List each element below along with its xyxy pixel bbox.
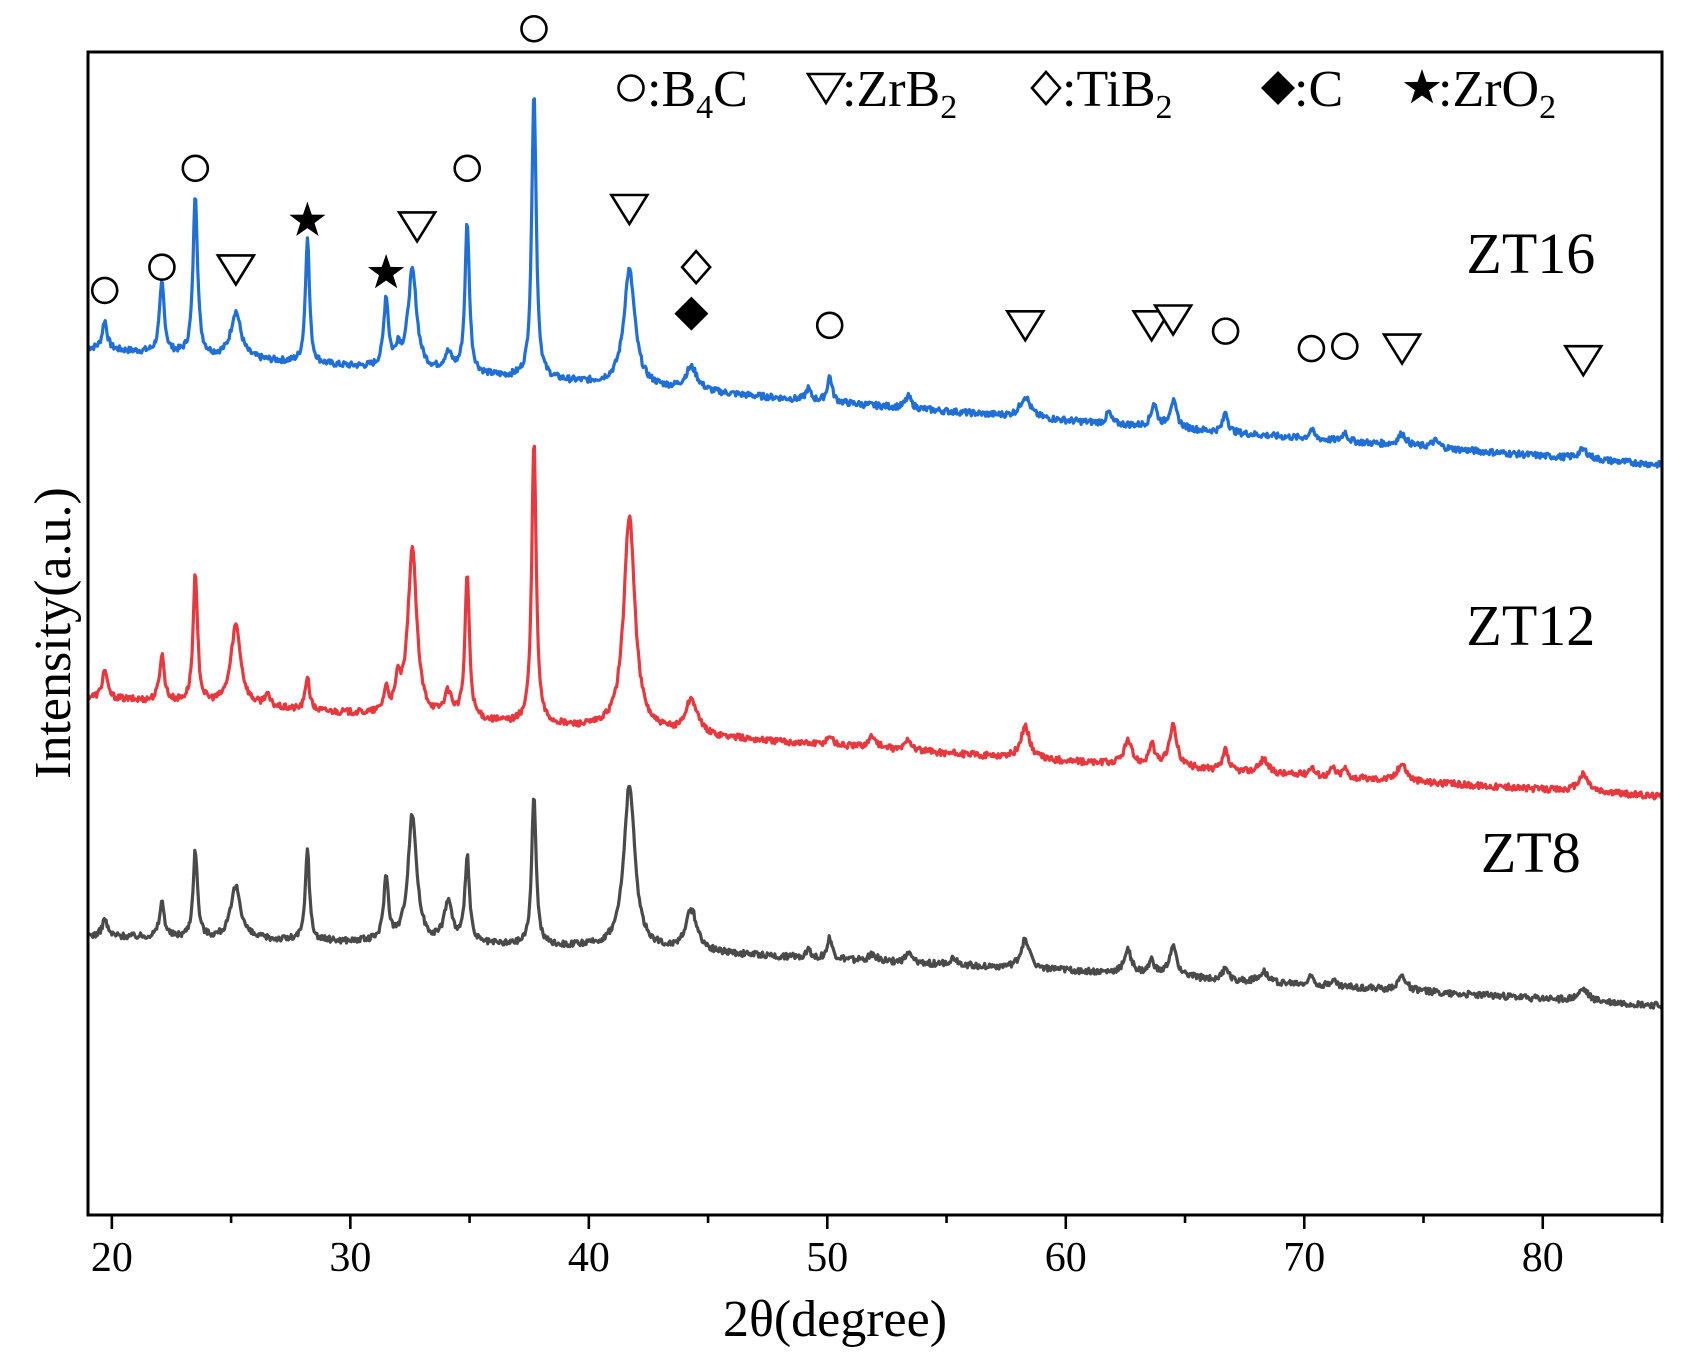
circle-peak-marker (520, 14, 548, 43)
legend-circle-icon (617, 74, 645, 102)
diamond-open-peak-marker (680, 249, 712, 286)
legend-entry-label: :ZrO2 (1438, 61, 1556, 126)
legend-entry-label: :TiB2 (1062, 61, 1173, 126)
sample-label-zt12: ZT12 (1466, 593, 1595, 658)
circle-peak-marker (453, 154, 481, 183)
legend: :B4C :ZrB2 :TiB2 :C :ZrO2 (617, 61, 1556, 126)
sample-labels: ZT16 ZT12 ZT8 (1466, 221, 1595, 885)
x-tick-label: 40 (568, 1235, 610, 1281)
circle-peak-marker (1331, 332, 1359, 361)
peak-markers (90, 14, 1604, 378)
series-line-zt16 (87, 97, 1664, 469)
star-peak-marker (368, 254, 405, 289)
legend-diamond-filled-icon (1261, 71, 1295, 105)
x-tick-label: 70 (1283, 1235, 1325, 1281)
triangle-down-peak-marker (609, 193, 650, 227)
legend-entry-label: :C (1294, 61, 1343, 118)
x-axis-ticks: 20 30 40 50 60 70 80 (91, 1215, 1664, 1281)
circle-peak-marker (148, 253, 176, 281)
x-tick-label: 60 (1045, 1235, 1087, 1281)
plot-frame (86, 50, 1664, 1217)
sample-label-zt8: ZT8 (1481, 820, 1581, 885)
diamond-filled-peak-marker (674, 296, 709, 331)
triangle-down-peak-marker (1131, 310, 1172, 343)
triangle-down-peak-marker (396, 211, 438, 244)
circle-peak-marker (181, 154, 210, 183)
series-layer (86, 97, 1664, 1010)
legend-entry-label: :ZrB2 (842, 61, 957, 126)
circle-peak-marker (1297, 334, 1326, 363)
triangle-down-peak-marker (215, 254, 257, 287)
legend-diamond-open-icon (1030, 70, 1062, 106)
legend-star-icon (1403, 69, 1441, 104)
triangle-down-peak-marker (1562, 344, 1604, 378)
series-line-zt12 (86, 444, 1664, 801)
circle-peak-marker (1211, 317, 1240, 345)
y-axis-title: Intensity(a.u.) (25, 487, 82, 779)
sample-label-zt16: ZT16 (1466, 221, 1595, 286)
circle-peak-marker (90, 276, 119, 305)
series-line-zt8 (86, 784, 1664, 1010)
circle-peak-marker (815, 311, 844, 340)
star-peak-marker (289, 201, 326, 236)
legend-entry-label: :B4C (647, 61, 748, 126)
legend-triangle-down-icon (805, 72, 847, 106)
x-tick-label: 80 (1522, 1235, 1564, 1281)
x-axis-title: 2θ(degree) (723, 1291, 947, 1348)
triangle-down-peak-marker (1381, 333, 1423, 367)
x-tick-label: 30 (329, 1235, 371, 1281)
triangle-down-peak-marker (1004, 310, 1046, 343)
triangle-down-peak-marker (1152, 304, 1194, 337)
x-tick-label: 50 (806, 1235, 848, 1281)
x-tick-label: 20 (91, 1235, 133, 1281)
